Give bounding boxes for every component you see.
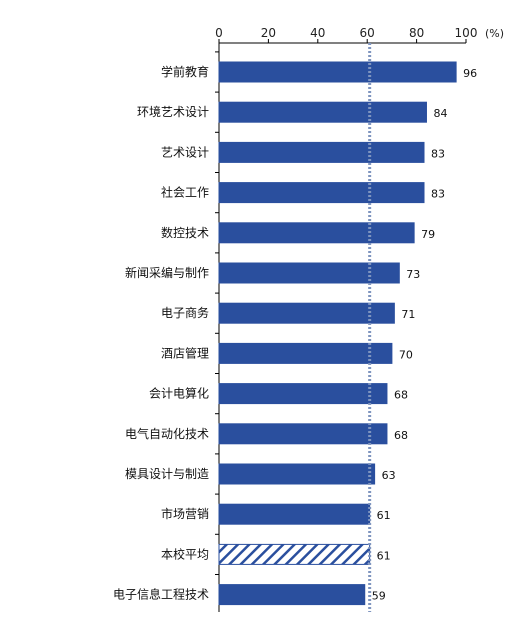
- value-label: 71: [401, 308, 415, 321]
- category-label: 艺术设计: [161, 145, 209, 159]
- value-label: 73: [406, 268, 420, 281]
- unit-label: (%): [485, 27, 504, 40]
- bar: [218, 222, 415, 244]
- bar: [218, 302, 395, 324]
- value-label: 96: [463, 67, 477, 80]
- category-label: 环境艺术设计: [137, 104, 209, 119]
- bar: [218, 383, 388, 405]
- value-label: 68: [394, 429, 408, 442]
- bar: [218, 182, 425, 204]
- bar: [218, 543, 371, 565]
- bar: [218, 463, 376, 485]
- value-label: 59: [372, 590, 386, 603]
- value-label: 70: [399, 348, 413, 361]
- x-tick-label: 40: [310, 26, 325, 40]
- value-label: 84: [433, 107, 447, 120]
- bar: [218, 141, 425, 163]
- bar: [218, 342, 393, 364]
- category-label: 数控技术: [161, 225, 209, 240]
- x-tick-label: 100: [455, 26, 478, 40]
- bar: [218, 101, 427, 123]
- bar: [218, 423, 388, 445]
- category-label: 本校平均: [161, 546, 209, 561]
- value-label: 79: [421, 228, 435, 241]
- x-tick-label: 20: [261, 26, 276, 40]
- category-label: 会计电算化: [149, 386, 209, 401]
- category-label: 模具设计与制造: [125, 467, 209, 481]
- category-label: 新闻采编与制作: [125, 265, 209, 280]
- value-label: 68: [394, 389, 408, 402]
- bar: [218, 503, 371, 525]
- category-label: 电子商务: [161, 305, 209, 320]
- category-label: 酒店管理: [161, 345, 209, 360]
- category-label: 社会工作: [161, 185, 209, 200]
- x-tick-label: 80: [409, 26, 424, 40]
- x-tick-label: 0: [215, 26, 223, 40]
- category-label: 电子信息工程技术: [113, 587, 209, 602]
- category-label: 学前教育: [161, 64, 209, 79]
- value-label: 83: [431, 147, 445, 160]
- x-tick-label: 60: [360, 26, 375, 40]
- value-label: 61: [377, 509, 391, 522]
- bar: [218, 584, 366, 606]
- value-label: 61: [377, 549, 391, 562]
- bar: [218, 61, 457, 83]
- category-label: 市场营销: [161, 506, 209, 521]
- bar: [218, 262, 400, 284]
- value-label: 63: [382, 469, 396, 482]
- category-label: 电气自动化技术: [125, 426, 209, 441]
- value-label: 83: [431, 188, 445, 201]
